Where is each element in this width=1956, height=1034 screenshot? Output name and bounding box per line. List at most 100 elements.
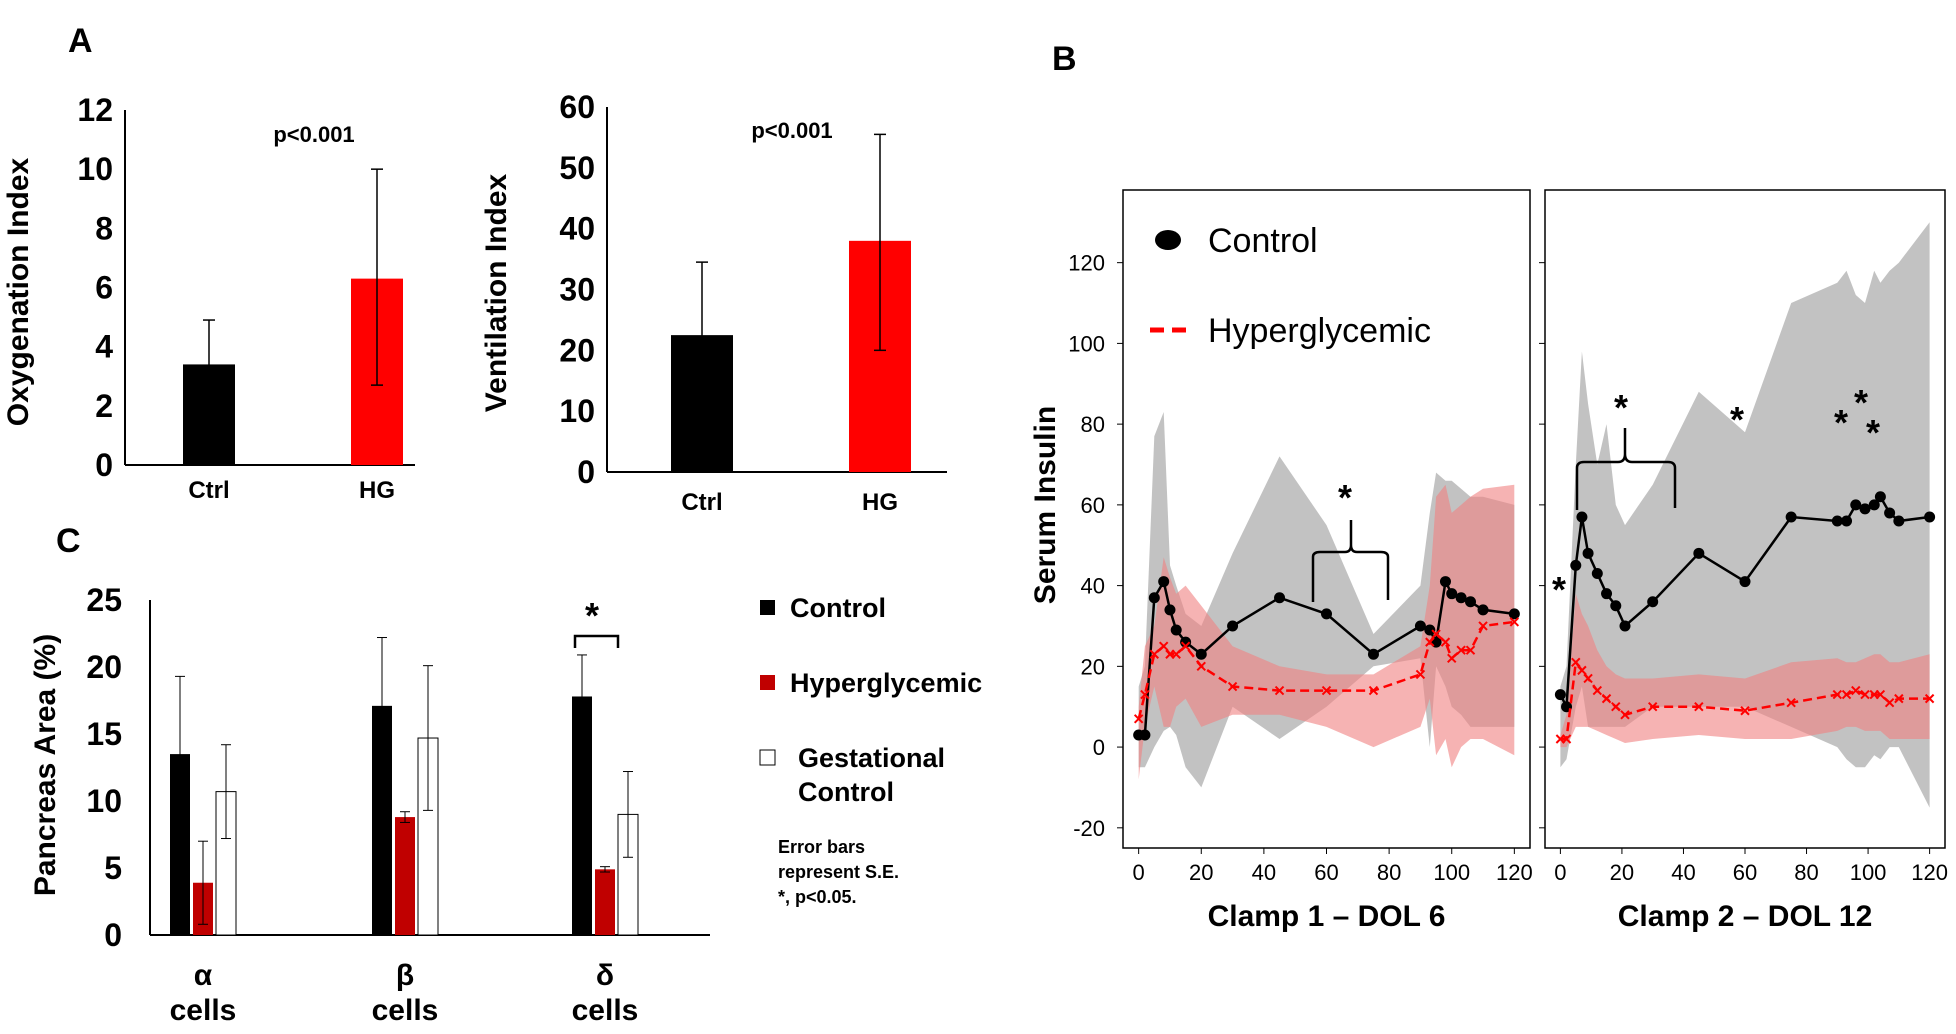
point-hyperglycemic — [1447, 653, 1457, 663]
point-hyperglycemic — [1140, 689, 1150, 700]
p-value-annotation: p<0.001 — [273, 122, 354, 147]
y-tick-label: 10 — [86, 783, 122, 819]
point-control — [1414, 620, 1426, 632]
insulin-clamp2-chart: 0 20 40 60 80 100 120 Clamp 2 – DOL 12 — [1539, 189, 1948, 933]
point-hyperglycemic — [1456, 645, 1466, 655]
confidence-band-hyperglycemic — [1138, 484, 1515, 780]
point-control — [1884, 507, 1896, 519]
point-hyperglycemic — [1133, 714, 1144, 724]
bar-hyperglycemic — [595, 869, 615, 935]
y-tick-label: 60 — [559, 89, 595, 125]
y-tick-label: 80 — [1081, 412, 1105, 437]
x-tick-label: 100 — [1433, 860, 1470, 885]
point-hyperglycemic — [1321, 685, 1332, 696]
point-control — [1367, 648, 1379, 660]
star-clamp2-100c: * — [1866, 412, 1880, 453]
ventilation-chart: 0 10 20 30 40 50 60 Ctrl HG Ventilation Index p<0.… — [480, 89, 947, 516]
panel-label-a: A — [68, 22, 93, 60]
legend-c-gest-label1: Gestational — [798, 743, 945, 773]
point-hyperglycemic — [1647, 702, 1658, 712]
point-control — [1424, 624, 1436, 636]
legend-c-control-label: Control — [790, 593, 886, 623]
y-axis-title: Oxygenation Index — [2, 157, 35, 426]
panel-label-b: B — [1052, 40, 1077, 78]
x-tick-label: 100 — [1850, 860, 1887, 885]
point-control — [1164, 604, 1176, 616]
point-control — [1647, 596, 1659, 608]
star-clamp1: * — [1338, 477, 1352, 518]
y-tick-label: 25 — [86, 582, 122, 618]
point-hyperglycemic — [1415, 669, 1426, 680]
y-tick-label: 60 — [1081, 493, 1105, 518]
legend-control-marker — [1155, 230, 1181, 250]
x-tick-label: 0 — [1133, 860, 1145, 885]
x-tick-label: 20 — [1189, 860, 1213, 885]
insulin-clamp1-chart: 0 20 40 60 80 100 120 -20 0 20 40 60 80 100 120 Clamp 1… — [1029, 189, 1533, 933]
confidence-band-hyperglycemic — [1560, 593, 1930, 748]
point-hyperglycemic — [1786, 697, 1796, 708]
oxygenation-chart: 0 2 4 6 8 10 12 Ctrl HG Oxygenation Index p<0.001 — [2, 92, 415, 504]
p-value-annotation: p<0.001 — [751, 118, 832, 143]
bar-hyperglycemic — [395, 817, 415, 935]
x-tick-label: 0 — [1554, 860, 1566, 885]
point-hyperglycemic — [1368, 685, 1379, 696]
point-hyperglycemic — [1577, 665, 1587, 676]
y-tick-label: 4 — [95, 329, 113, 365]
point-hyperglycemic — [1884, 697, 1895, 708]
point-control — [1195, 648, 1207, 660]
point-hyperglycemic — [1571, 657, 1581, 668]
point-control — [1610, 600, 1622, 612]
point-control — [1439, 576, 1451, 588]
point-control — [1477, 604, 1489, 616]
point-control — [1148, 592, 1160, 604]
x-category-label: cells — [170, 994, 237, 1027]
y-tick-label: 8 — [95, 210, 113, 246]
point-hyperglycemic — [1509, 617, 1520, 627]
point-hyperglycemic — [1841, 689, 1852, 700]
point-control — [1874, 491, 1886, 503]
point-control — [1693, 547, 1705, 559]
legend-hyper-label: Hyperglycemic — [1208, 312, 1431, 350]
y-tick-label: -20 — [1073, 816, 1105, 841]
x-category-label: HG — [862, 489, 898, 516]
point-control — [1582, 547, 1594, 559]
x-tick-label: 120 — [1911, 860, 1948, 885]
point-control — [1868, 499, 1880, 511]
point-hyperglycemic — [1894, 693, 1904, 704]
point-control — [1859, 503, 1871, 515]
bar-control — [170, 754, 190, 935]
point-control — [1321, 608, 1332, 620]
bracket-clamp2 — [1575, 428, 1677, 510]
point-control — [1227, 620, 1239, 632]
point-hyperglycemic — [1465, 645, 1476, 655]
legend-c-control-swatch — [760, 600, 775, 615]
bracket-clamp1 — [1311, 520, 1390, 602]
point-hyperglycemic — [1425, 637, 1435, 647]
y-tick-label: 40 — [1081, 574, 1105, 599]
x-tick-label: 120 — [1496, 860, 1533, 885]
y-tick-label: 0 — [95, 447, 113, 483]
point-control — [1601, 588, 1613, 600]
significance-marks: * * * * * * * * — [573, 382, 1880, 648]
point-hyperglycemic — [1924, 693, 1935, 704]
point-control — [1170, 624, 1182, 636]
x-category-label: α — [194, 959, 213, 992]
y-axis-title: Pancreas Area (%) — [29, 634, 62, 896]
point-hyperglycemic — [1171, 649, 1181, 659]
point-hyperglycemic — [1832, 689, 1843, 700]
x-category-label: δ — [596, 959, 614, 992]
point-control — [1465, 596, 1477, 608]
star-delta: * — [585, 595, 599, 636]
x-category-label: Ctrl — [188, 477, 229, 504]
point-hyperglycemic — [1196, 661, 1206, 672]
y-tick-label: 15 — [86, 716, 122, 752]
point-hyperglycemic — [1611, 702, 1621, 712]
point-hyperglycemic — [1561, 734, 1572, 744]
point-control — [1739, 576, 1751, 588]
point-control — [1274, 592, 1286, 604]
legend-c-hyper-label: Hyperglycemic — [790, 668, 982, 698]
point-hyperglycemic — [1440, 637, 1451, 647]
x-axis-title: Clamp 2 – DOL 12 — [1618, 900, 1873, 933]
y-tick-label: 0 — [104, 917, 122, 953]
